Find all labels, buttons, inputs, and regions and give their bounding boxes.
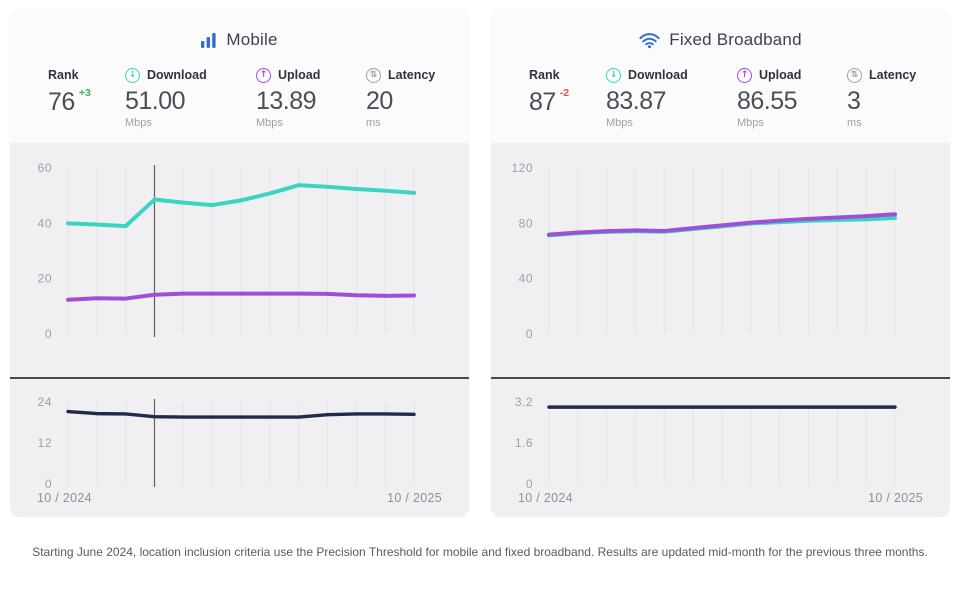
upload-label: Upload xyxy=(759,68,802,82)
mobile-latency-chart[interactable]: 0 12 24 xyxy=(10,379,469,491)
fixed-stats-row: Rank 87 -2 ↓ Download 83.87 Mbps xyxy=(491,58,950,143)
mobile-upload-unit: Mbps xyxy=(256,117,283,130)
mobile-chart-divider xyxy=(10,377,469,380)
fixed-latency-chart[interactable]: 0 1.6 3.2 xyxy=(491,379,950,491)
fixed-speed-chart[interactable]: 0 40 80 120 xyxy=(491,143,950,377)
latency-label: Latency xyxy=(388,68,436,82)
download-arrow-icon: ↓ xyxy=(606,67,621,83)
fixed-latency-value: 3 xyxy=(847,87,861,115)
fixed-x-axis-labels: 10 / 2024 10 / 2025 xyxy=(491,491,950,518)
latency-icon: ⇅ xyxy=(847,67,862,83)
fixed-download-unit: Mbps xyxy=(606,117,633,130)
svg-text:0: 0 xyxy=(45,477,52,491)
upload-arrow-icon: ↑ xyxy=(256,67,271,83)
svg-text:0: 0 xyxy=(526,477,533,491)
mobile-bars-icon xyxy=(201,32,217,48)
mobile-x-axis-labels: 10 / 2024 10 / 2025 xyxy=(10,491,469,518)
mobile-rank-value: 76 +3 xyxy=(48,87,91,116)
mobile-card-top: Mobile Rank 76 +3 ↓ Download 51 xyxy=(10,10,469,144)
fixed-chart-section: 0 40 80 120 0 1.6 3.2 10 / 2024 10 / 2025 xyxy=(491,143,950,518)
fixed-upload-stat: ↑ Upload 86.55 Mbps xyxy=(737,66,847,129)
download-label: Download xyxy=(628,68,688,82)
fixed-upload-unit: Mbps xyxy=(737,117,764,130)
fixed-download-value: 83.87 xyxy=(606,87,667,115)
fixed-latency-unit: ms xyxy=(847,117,862,130)
mobile-rank-delta: +3 xyxy=(78,87,91,99)
fixed-x-end-label: 10 / 2025 xyxy=(868,491,923,506)
wifi-icon xyxy=(639,32,660,49)
mobile-card-header: Mobile xyxy=(10,22,469,58)
mobile-x-end-label: 10 / 2025 xyxy=(387,491,442,506)
mobile-chart-section: 0 20 40 60 0 12 24 10 / 2024 10 / 2025 xyxy=(10,143,469,518)
download-arrow-icon: ↓ xyxy=(125,67,140,83)
svg-text:0: 0 xyxy=(45,327,52,341)
mobile-upload-value: 13.89 xyxy=(256,87,317,115)
mobile-latency-unit: ms xyxy=(366,117,381,130)
mobile-latency-value: 20 xyxy=(366,87,393,115)
fixed-rank-value: 87 -2 xyxy=(529,87,570,116)
mobile-rank-stat: Rank 76 +3 xyxy=(48,66,125,129)
mobile-download-stat: ↓ Download 51.00 Mbps xyxy=(125,66,256,129)
rank-label: Rank xyxy=(48,68,79,82)
fixed-card-top: Fixed Broadband Rank 87 -2 ↓ Download xyxy=(491,10,950,144)
fixed-chart-divider xyxy=(491,377,950,380)
fixed-download-stat: ↓ Download 83.87 Mbps xyxy=(606,66,737,129)
mobile-card: Mobile Rank 76 +3 ↓ Download 51 xyxy=(10,10,469,518)
footnote: Starting June 2024, location inclusion c… xyxy=(32,545,928,560)
fixed-latency-stat: ⇅ Latency 3 ms xyxy=(847,66,936,129)
mobile-download-unit: Mbps xyxy=(125,117,152,130)
svg-text:40: 40 xyxy=(38,217,52,231)
svg-text:60: 60 xyxy=(38,161,52,175)
latency-icon: ⇅ xyxy=(366,67,381,83)
fixed-card-title: Fixed Broadband xyxy=(669,30,802,49)
upload-label: Upload xyxy=(278,68,321,82)
latency-label: Latency xyxy=(869,68,917,82)
svg-text:12: 12 xyxy=(38,436,52,450)
fixed-upload-value: 86.55 xyxy=(737,87,798,115)
mobile-x-start-label: 10 / 2024 xyxy=(37,491,92,506)
svg-text:0: 0 xyxy=(526,327,533,341)
svg-text:20: 20 xyxy=(38,272,52,286)
mobile-card-title: Mobile xyxy=(226,30,278,49)
fixed-card-header: Fixed Broadband xyxy=(491,22,950,58)
mobile-latency-stat: ⇅ Latency 20 ms xyxy=(366,66,455,129)
mobile-upload-stat: ↑ Upload 13.89 Mbps xyxy=(256,66,366,129)
mobile-download-value: 51.00 xyxy=(125,87,186,115)
result-cards-row: Mobile Rank 76 +3 ↓ Download 51 xyxy=(10,10,950,518)
fixed-rank-delta: -2 xyxy=(559,87,570,99)
svg-text:80: 80 xyxy=(519,217,533,231)
svg-text:1.6: 1.6 xyxy=(515,436,533,450)
mobile-speed-chart[interactable]: 0 20 40 60 xyxy=(10,143,469,377)
svg-text:120: 120 xyxy=(511,161,533,175)
fixed-broadband-card: Fixed Broadband Rank 87 -2 ↓ Download xyxy=(491,10,950,518)
svg-text:3.2: 3.2 xyxy=(515,395,533,409)
fixed-rank-stat: Rank 87 -2 xyxy=(529,66,606,129)
svg-text:24: 24 xyxy=(38,395,52,409)
mobile-stats-row: Rank 76 +3 ↓ Download 51.00 Mbps xyxy=(10,58,469,143)
upload-arrow-icon: ↑ xyxy=(737,67,752,83)
rank-label: Rank xyxy=(529,68,560,82)
svg-text:40: 40 xyxy=(519,272,533,286)
download-label: Download xyxy=(147,68,207,82)
fixed-x-start-label: 10 / 2024 xyxy=(518,491,573,506)
